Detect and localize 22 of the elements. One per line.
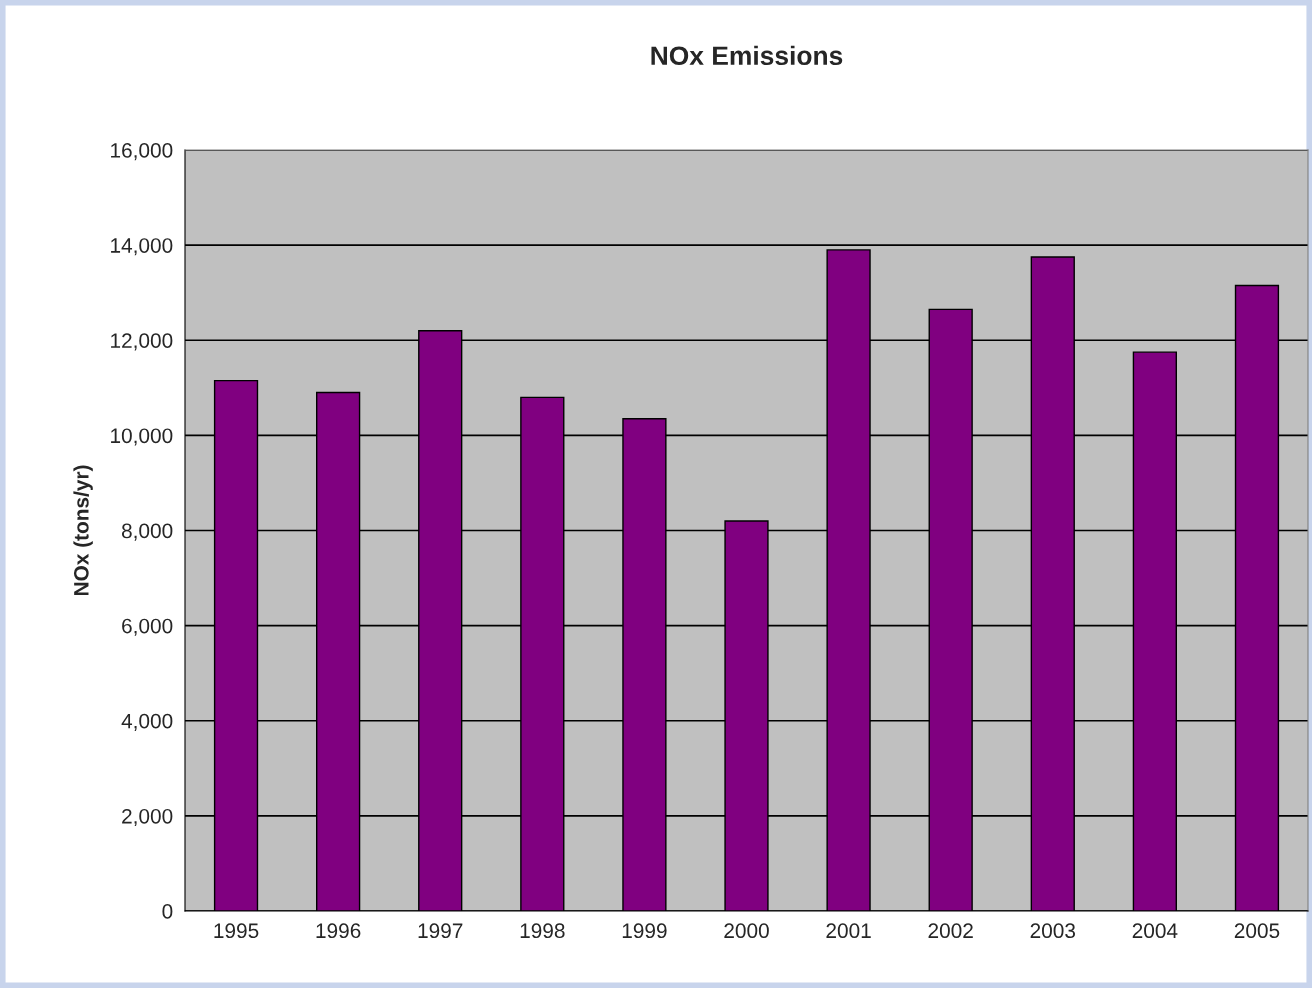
y-tick-label: 12,000 [111, 333, 173, 351]
y-tick-label: 4,000 [121, 713, 173, 731]
y-tick-label: 8,000 [121, 523, 173, 541]
y-axis-title: NOx (tons/yr) [73, 465, 93, 596]
y-tick-label: 0 [162, 904, 173, 919]
chart-title: NOx Emissions [651, 45, 843, 66]
x-tick-label: 1995 [214, 923, 259, 939]
x-tick-label: 2001 [826, 923, 871, 939]
y-tick-label: 16,000 [111, 143, 173, 161]
x-tick-label: 2002 [928, 923, 973, 939]
x-tick-label: 2000 [724, 923, 769, 939]
y-tick-label: 6,000 [122, 618, 173, 636]
x-tick-label: 1996 [316, 923, 361, 939]
y-tick-label: 2,000 [122, 808, 173, 827]
y-tick-label: 14,000 [111, 238, 173, 256]
x-tick-label: 1998 [520, 923, 565, 939]
y-tick-label: 10,000 [111, 428, 173, 446]
x-tick-label: 1999 [622, 923, 667, 939]
x-tick-label: 1997 [418, 923, 463, 939]
x-tick-label: 2005 [1234, 923, 1280, 939]
x-tick-label: 2004 [1132, 923, 1178, 939]
x-tick-label: 2003 [1030, 923, 1076, 939]
